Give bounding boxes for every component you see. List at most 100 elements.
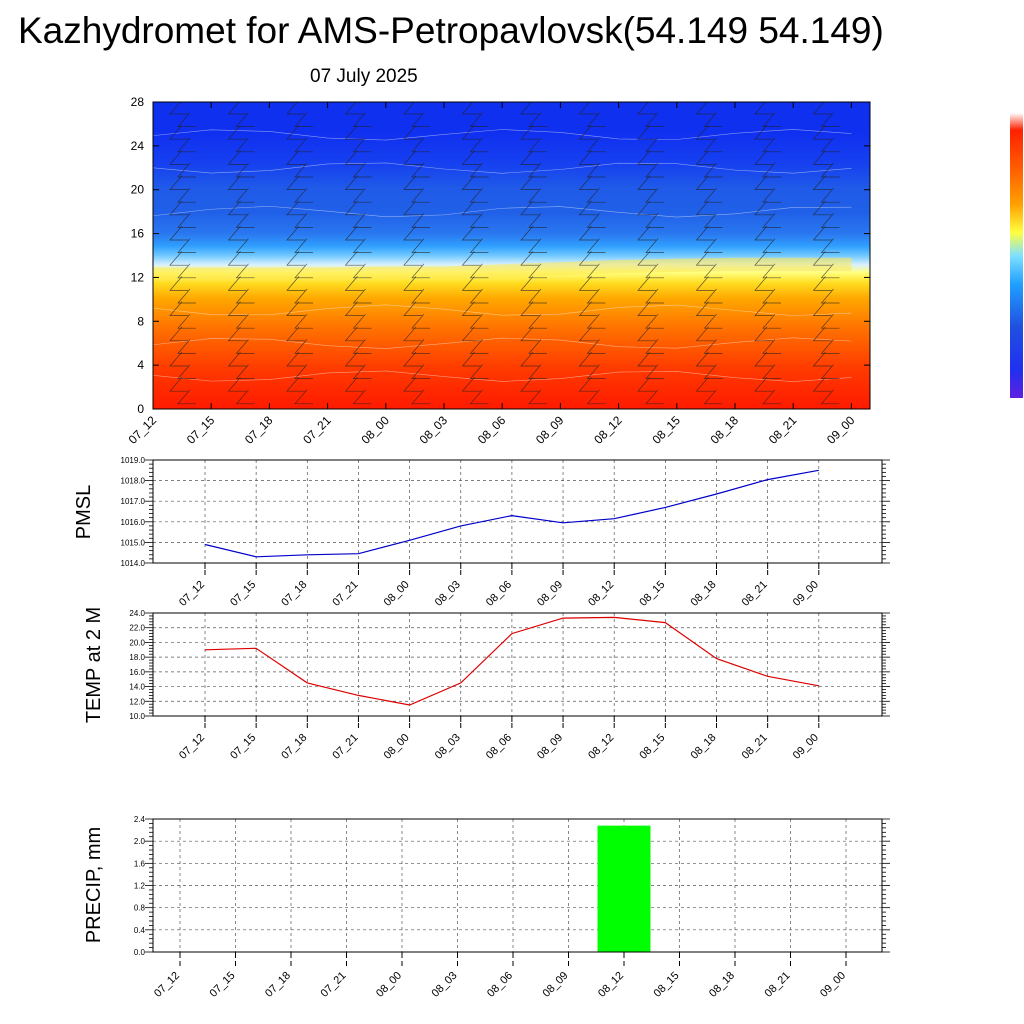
wind-barb bbox=[235, 112, 255, 127]
wind-barb bbox=[344, 200, 364, 216]
x-tick-label: 08_03 bbox=[433, 579, 463, 609]
wind-barb bbox=[637, 351, 656, 367]
precip-bar bbox=[597, 825, 651, 952]
temperature-panel: TEMP at 2 M 10.0 12.0 14.0 16.0 18.0 20.0 22.0… bbox=[83, 607, 890, 762]
wind-barb bbox=[528, 162, 547, 178]
x-tick-label: 07_12 bbox=[152, 970, 182, 1000]
y-tick-label: 18.0 bbox=[129, 653, 145, 662]
wind-barb bbox=[235, 313, 255, 329]
y-tick-label: 1018.0 bbox=[121, 477, 146, 486]
x-tick-label: 08_15 bbox=[652, 970, 682, 1000]
wind-barb bbox=[294, 137, 313, 153]
x-tick-label: 08_06 bbox=[484, 732, 514, 762]
wind-barb bbox=[578, 250, 598, 266]
wind-barb bbox=[754, 200, 773, 216]
wind-barb bbox=[461, 276, 481, 291]
wind-barb bbox=[461, 175, 481, 190]
wind-barb bbox=[520, 301, 539, 316]
wind-barb bbox=[754, 124, 773, 140]
wind-barb bbox=[177, 112, 196, 127]
profile-x-tick-label: 07_15 bbox=[184, 413, 218, 447]
wind-barb bbox=[227, 250, 247, 266]
wind-barb bbox=[528, 112, 547, 127]
profile-y-tick-label: 20 bbox=[131, 183, 145, 197]
wind-barb bbox=[754, 276, 773, 291]
wind-barb bbox=[637, 326, 656, 342]
x-tick-label: 08_03 bbox=[430, 970, 460, 1000]
wind-barb bbox=[703, 263, 723, 279]
wind-barb bbox=[411, 339, 430, 354]
wind-barb bbox=[411, 389, 430, 405]
wind-barb bbox=[461, 376, 481, 392]
wind-barb bbox=[169, 150, 188, 165]
wind-barb bbox=[812, 102, 832, 115]
y-tick-label: 1017.0 bbox=[121, 497, 146, 506]
page-title: Kazhydromet for AMS-Petropavlovsk(54.149… bbox=[18, 10, 884, 51]
wind-barb bbox=[578, 124, 598, 140]
x-tick-label: 07_21 bbox=[319, 970, 349, 1000]
wind-barb bbox=[235, 213, 255, 228]
wind-barb bbox=[812, 326, 832, 342]
wind-barb bbox=[820, 162, 840, 178]
wind-barb bbox=[411, 213, 430, 228]
wind-barb bbox=[352, 112, 372, 127]
wind-barb bbox=[177, 162, 196, 178]
wind-barb bbox=[286, 351, 305, 367]
wind-barb bbox=[352, 288, 372, 304]
wind-barb bbox=[461, 225, 481, 241]
pmsl-panel: PMSL 1014.0 1015.0 1016.0 1017.0 1018.0 1019.… bbox=[73, 456, 890, 609]
wind-barb bbox=[520, 276, 539, 291]
precipitation-axis-label: PRECIP, mm bbox=[83, 827, 105, 943]
wind-barb bbox=[528, 339, 547, 354]
wind-barb bbox=[469, 313, 489, 329]
x-tick-label: 09_00 bbox=[791, 732, 821, 762]
profile-y-tick-label: 4 bbox=[137, 358, 144, 372]
profile-y-tick-label: 28 bbox=[131, 95, 145, 109]
y-tick-label: 10.0 bbox=[129, 712, 145, 721]
wind-barb bbox=[352, 162, 372, 178]
y-tick-label: 14.0 bbox=[129, 683, 145, 692]
x-tick-label: 07_18 bbox=[279, 732, 309, 762]
x-tick-label: 08_18 bbox=[707, 970, 737, 1000]
x-tick-label: 07_15 bbox=[228, 732, 258, 762]
pmsl-line bbox=[204, 469, 819, 558]
freezing-level-band bbox=[153, 257, 852, 281]
wind-barb bbox=[637, 301, 656, 316]
wind-barb bbox=[177, 288, 196, 304]
wind-barb bbox=[586, 238, 606, 253]
profile-x-tick-label: 08_09 bbox=[533, 413, 567, 447]
wind-barb bbox=[703, 112, 723, 127]
wind-barb bbox=[754, 225, 773, 241]
wind-barb bbox=[812, 276, 832, 291]
wind-barb bbox=[177, 263, 196, 279]
wind-barb bbox=[352, 389, 372, 405]
wind-barb bbox=[754, 351, 773, 367]
wind-barb bbox=[754, 150, 773, 165]
x-tick-label: 07_12 bbox=[177, 579, 207, 609]
wind-barb bbox=[352, 339, 372, 354]
wind-barb bbox=[294, 263, 313, 279]
profile-x-tick-label: 09_00 bbox=[824, 413, 858, 447]
wind-barb bbox=[352, 364, 372, 379]
wind-barb bbox=[645, 137, 664, 153]
wind-barb bbox=[637, 124, 656, 140]
wind-barb bbox=[762, 112, 781, 127]
x-tick-label: 07_18 bbox=[279, 579, 309, 609]
y-tick-label: 24.0 bbox=[129, 609, 145, 618]
wind-barb bbox=[528, 288, 547, 304]
wind-barb bbox=[762, 313, 781, 329]
wind-barb bbox=[227, 351, 247, 367]
wind-barb bbox=[294, 313, 313, 329]
wind-barb bbox=[169, 326, 188, 342]
wind-barb bbox=[703, 187, 723, 203]
wind-barb bbox=[461, 351, 481, 367]
x-tick-label: 08_21 bbox=[740, 579, 770, 609]
wind-barb bbox=[411, 364, 430, 379]
profile-x-tick-label: 07_18 bbox=[242, 413, 276, 447]
y-tick-label: 0.0 bbox=[134, 948, 146, 957]
wind-barb bbox=[695, 351, 715, 367]
wind-barb bbox=[344, 150, 364, 165]
wind-barb bbox=[286, 376, 305, 392]
wind-barb bbox=[344, 351, 364, 367]
